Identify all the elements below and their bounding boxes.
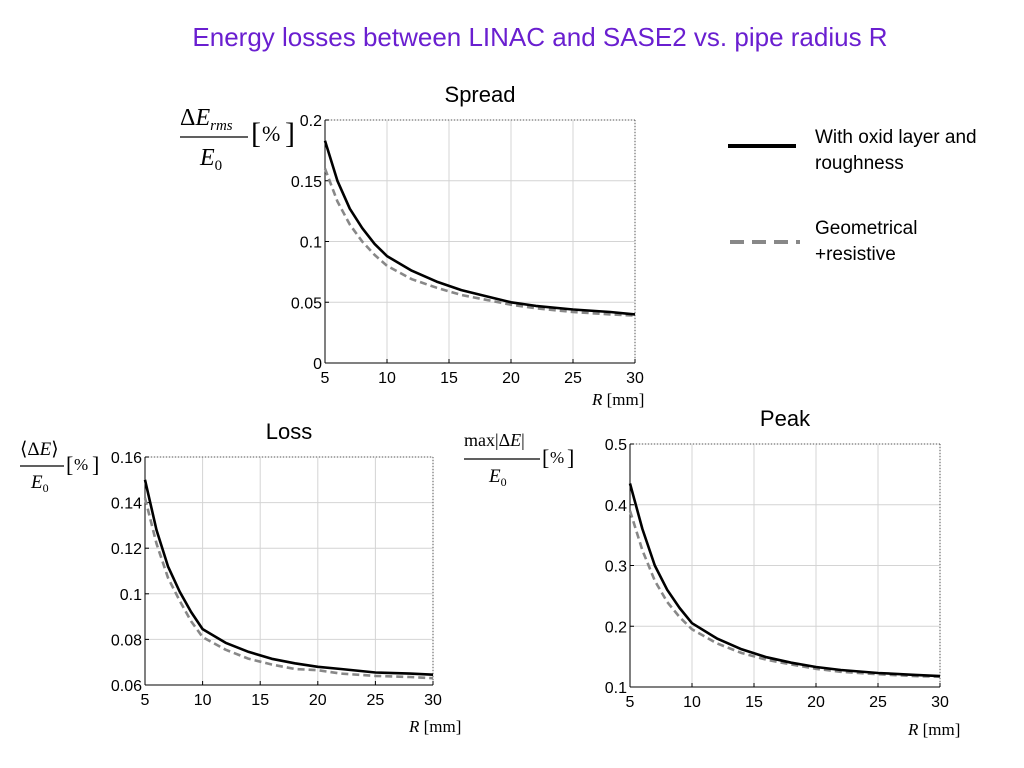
peak-title: Peak: [760, 406, 811, 431]
peak-chart: 5 10 15 20 25 30 0.1 0.2 0.3 0.4 0.5 Peak: [605, 406, 949, 711]
svg-text:R [mm]: R [mm]: [907, 720, 960, 739]
spread-xlabel: R [mm]: [591, 390, 644, 409]
peak-xtick-label: 5: [626, 694, 635, 711]
loss-series-oxid: [143, 479, 434, 676]
spread-xtick-label: 25: [564, 370, 582, 387]
loss-xtick-label: 5: [141, 692, 150, 709]
spread-ytick-label: 0.2: [300, 113, 322, 130]
peak-ylabel: max|ΔE| E0 [ % ]: [464, 430, 574, 489]
peak-xtick-label: 25: [869, 694, 887, 711]
peak-xlabel: R [mm]: [907, 720, 960, 739]
peak-ytick-label: 0.5: [605, 437, 627, 454]
spread-ylabel: ΔErms E0 [ % ]: [180, 105, 295, 174]
loss-ytick-label: 0.14: [111, 496, 142, 513]
legend-swatch-solid: [728, 144, 796, 148]
peak-ytick-label: 0.2: [605, 619, 627, 636]
spread-series-oxid: [323, 140, 636, 316]
svg-text:E0: E0: [199, 145, 222, 174]
svg-text:[: [: [542, 445, 549, 470]
spread-xtick-label: 10: [378, 370, 396, 387]
loss-ytick-label: 0.12: [111, 541, 142, 558]
legend-label-oxid: With oxid layer and roughness: [815, 127, 977, 174]
peak-ytick-label: 0.1: [605, 680, 627, 697]
legend-swatch-dashed: [730, 240, 800, 244]
svg-text:%: %: [262, 121, 280, 146]
spread-series-geometrical: [323, 168, 636, 317]
peak-ytick-label: 0.4: [605, 498, 627, 515]
svg-text:%: %: [550, 448, 564, 467]
svg-text:%: %: [74, 455, 88, 474]
spread-ytick-label: 0.1: [300, 235, 322, 252]
legend-label-geometrical: Geometrical +resistive: [815, 218, 918, 265]
svg-text:E0: E0: [30, 472, 49, 495]
svg-text:]: ]: [92, 452, 99, 477]
peak-series-oxid: [628, 483, 941, 678]
spread-ytick-label: 0.05: [291, 295, 322, 312]
spread-xtick-label: 5: [321, 370, 330, 387]
loss-xtick-label: 25: [367, 692, 385, 709]
loss-ylabel: ⟨ΔE⟩ E0 [ % ]: [20, 439, 99, 495]
loss-ytick-label: 0.06: [111, 678, 142, 695]
spread-xtick-label: 20: [502, 370, 520, 387]
svg-text:max|ΔE|: max|ΔE|: [464, 430, 525, 450]
svg-text:R [mm]: R [mm]: [591, 390, 644, 409]
peak-xtick-label: 15: [745, 694, 763, 711]
spread-ytick-label: 0.15: [291, 174, 322, 191]
loss-xtick-label: 20: [309, 692, 327, 709]
loss-xtick-label: 10: [194, 692, 212, 709]
loss-xtick-label: 15: [251, 692, 269, 709]
loss-xlabel: R [mm]: [408, 717, 461, 736]
spread-chart: 5 10 15 20 25 30 0 0.05 0.1 0.15 0.2 Spread: [291, 82, 644, 387]
loss-title: Loss: [266, 419, 312, 444]
peak-xtick-label: 30: [931, 694, 949, 711]
peak-xtick-label: 20: [807, 694, 825, 711]
spread-title: Spread: [445, 82, 516, 107]
loss-series-geometrical: [143, 497, 434, 680]
svg-text:⟨ΔE⟩: ⟨ΔE⟩: [20, 439, 59, 460]
loss-ytick-label: 0.16: [111, 450, 142, 467]
svg-text:E0: E0: [488, 466, 507, 489]
spread-xtick-label: 30: [626, 370, 644, 387]
spread-ytick-label: 0: [313, 356, 322, 373]
loss-ytick-label: 0.08: [111, 632, 142, 649]
peak-series-geometrical: [628, 510, 941, 678]
page-title: Energy losses between LINAC and SASE2 vs…: [192, 22, 888, 52]
loss-xtick-label: 30: [424, 692, 442, 709]
svg-text:]: ]: [567, 445, 574, 470]
peak-ytick-label: 0.3: [605, 559, 627, 576]
svg-text:[: [: [251, 117, 261, 150]
svg-text:ΔErms: ΔErms: [180, 105, 233, 134]
peak-xtick-label: 10: [683, 694, 701, 711]
svg-text:]: ]: [285, 117, 295, 150]
spread-xtick-label: 15: [440, 370, 458, 387]
svg-text:[: [: [66, 452, 73, 477]
loss-chart: 5 10 15 20 25 30 0.06 0.08 0.1 0.12 0.14 0.16 Loss: [111, 419, 442, 709]
loss-ytick-label: 0.1: [120, 587, 142, 604]
svg-text:R [mm]: R [mm]: [408, 717, 461, 736]
